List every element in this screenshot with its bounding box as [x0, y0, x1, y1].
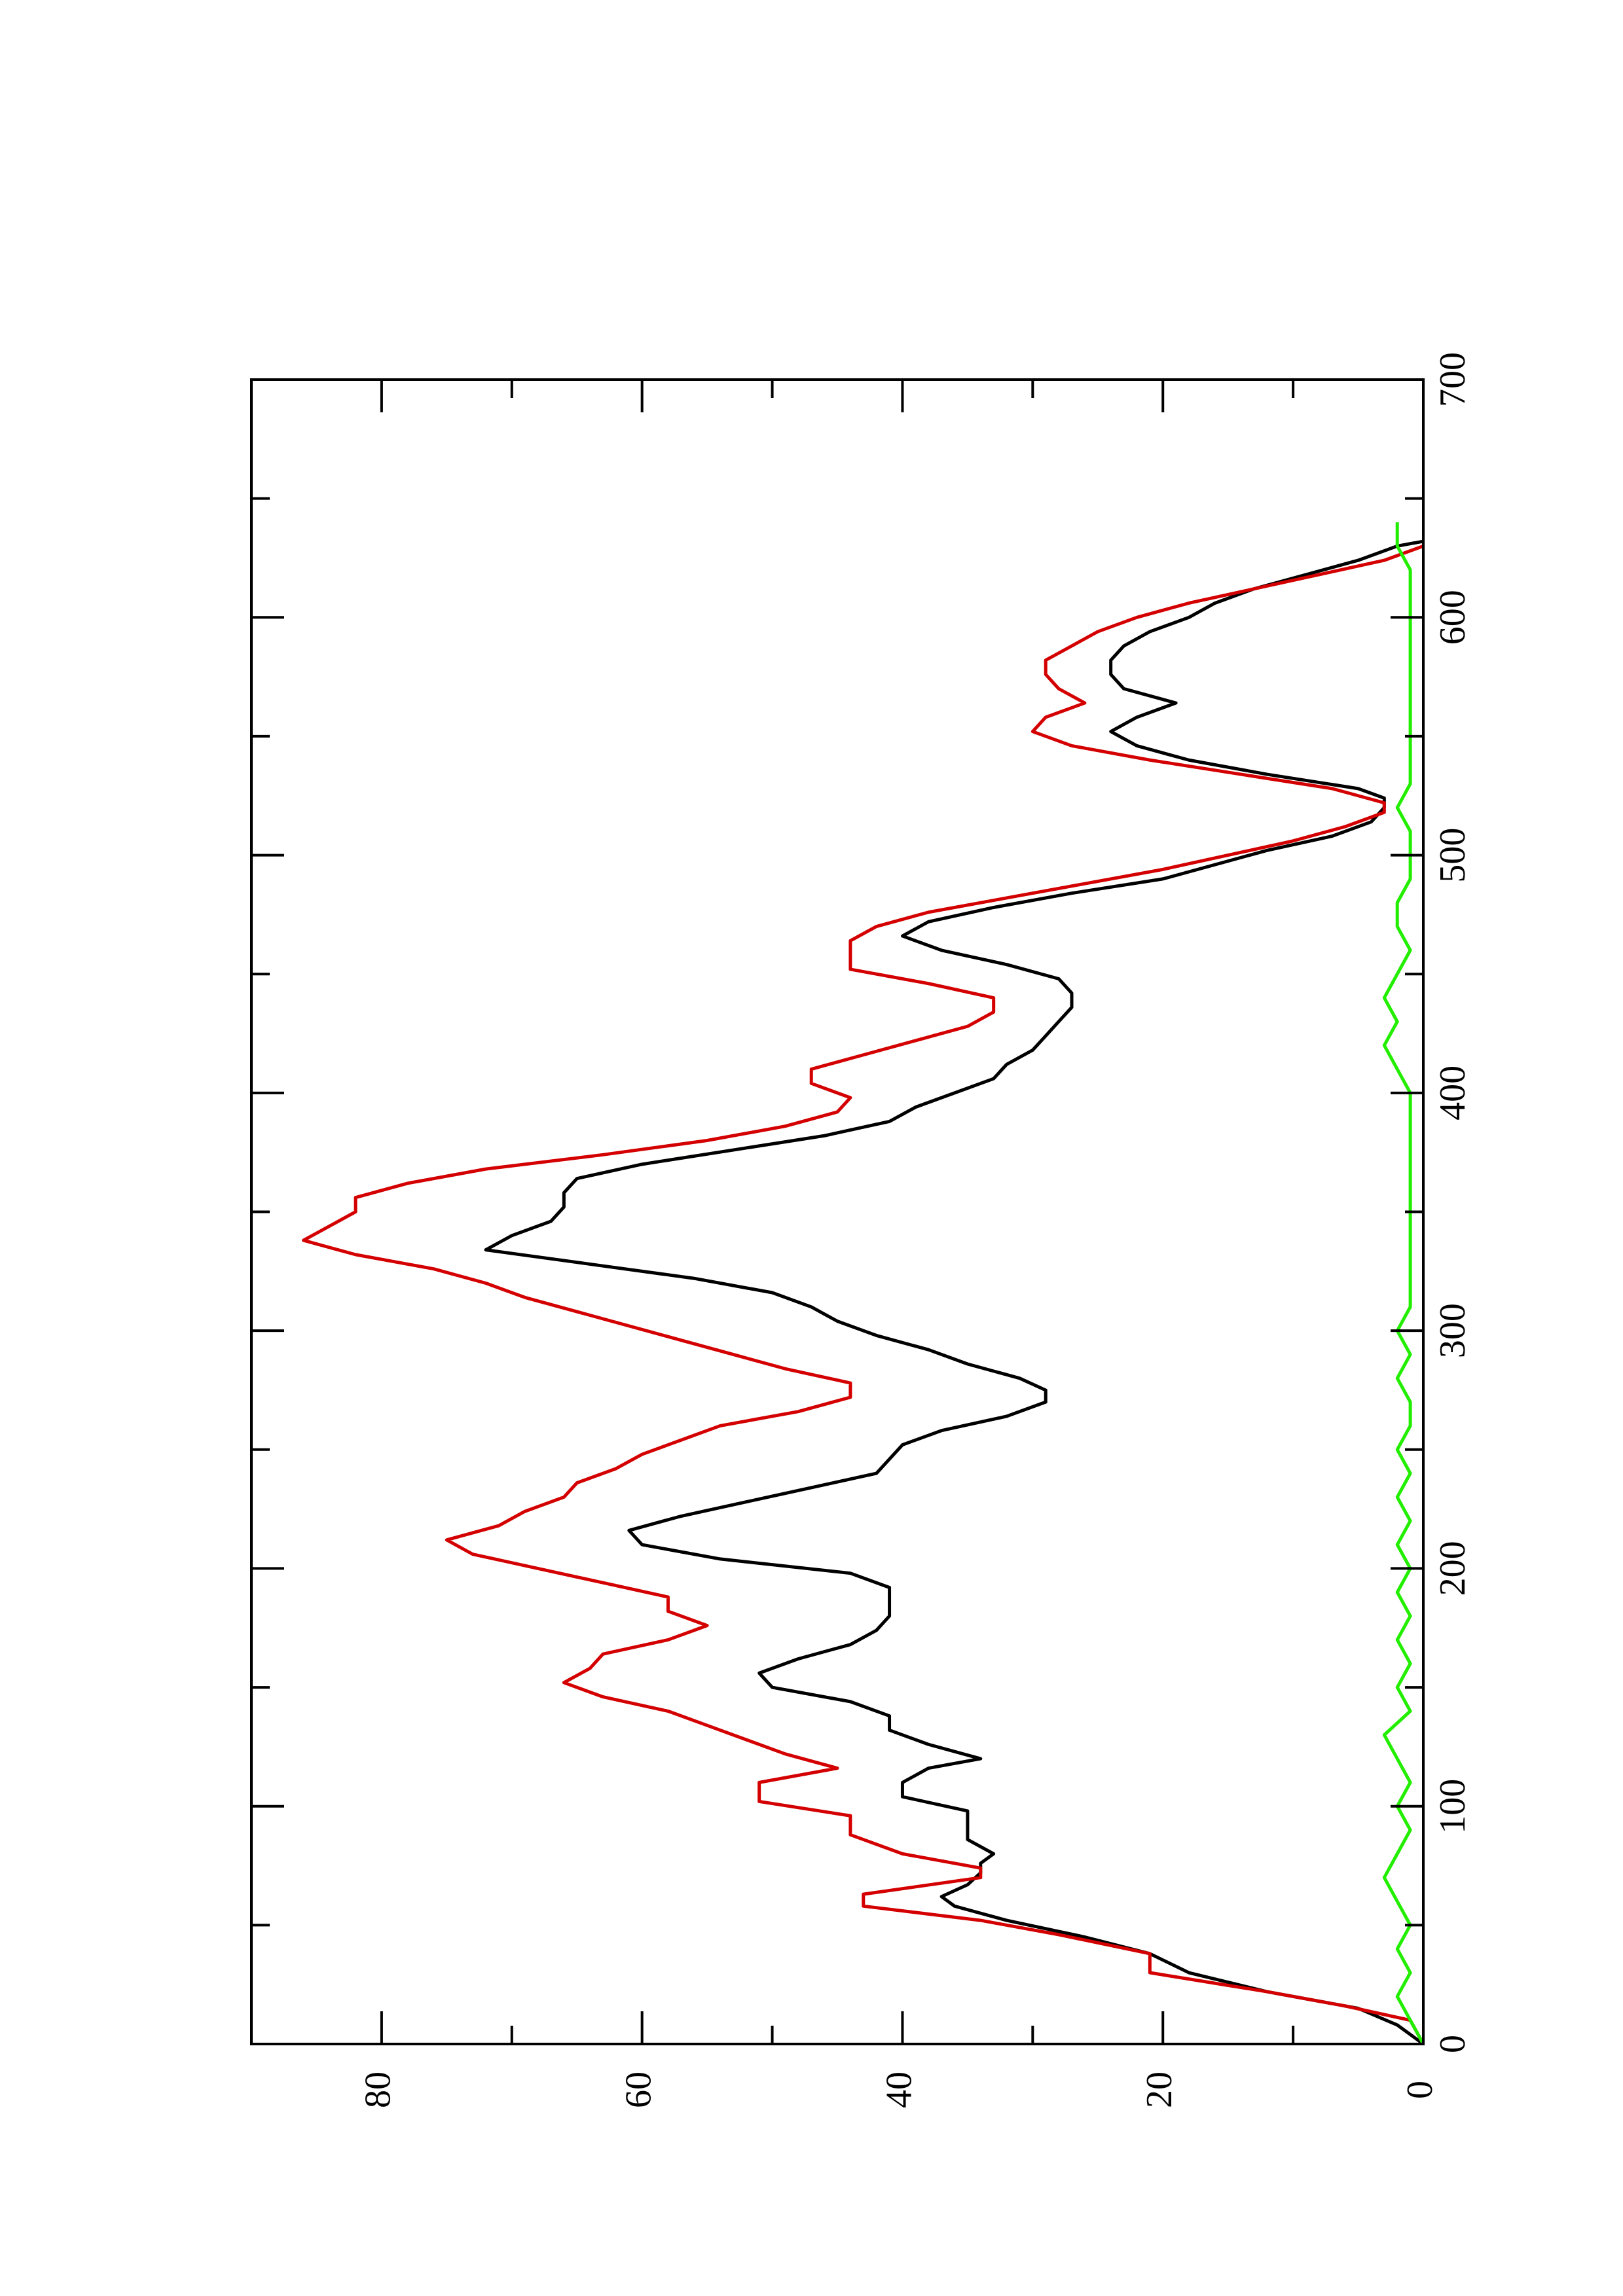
x-tick-label: 300: [1432, 1303, 1473, 1358]
x-tick-label: 400: [1432, 1066, 1473, 1121]
y-tick-label: 60: [619, 2072, 659, 2108]
tick-labels: 0 100 200 300 400 500 600 700 0 20 40 60 80: [358, 352, 1473, 2108]
y-tick-label: 40: [879, 2072, 919, 2108]
x-tick-label: 500: [1432, 828, 1473, 883]
plot-frame: [250, 378, 1425, 2045]
x-tick-label: 200: [1432, 1541, 1473, 1596]
x-tick-label: 100: [1432, 1779, 1473, 1834]
y-tick-label: 0: [1400, 2081, 1440, 2099]
series-layer: [302, 522, 1425, 2046]
series-line-3: [1382, 522, 1425, 2045]
x-tick-label: 700: [1432, 352, 1473, 407]
y-tick-label: 80: [358, 2072, 399, 2108]
ticks-layer: [250, 378, 1425, 2045]
series-line-2: [302, 544, 1425, 2045]
x-tick-label: 0: [1432, 2035, 1473, 2053]
y-tick-label: 20: [1139, 2072, 1180, 2108]
series-line-1: [484, 539, 1425, 2046]
x-tick-label: 600: [1432, 590, 1473, 645]
